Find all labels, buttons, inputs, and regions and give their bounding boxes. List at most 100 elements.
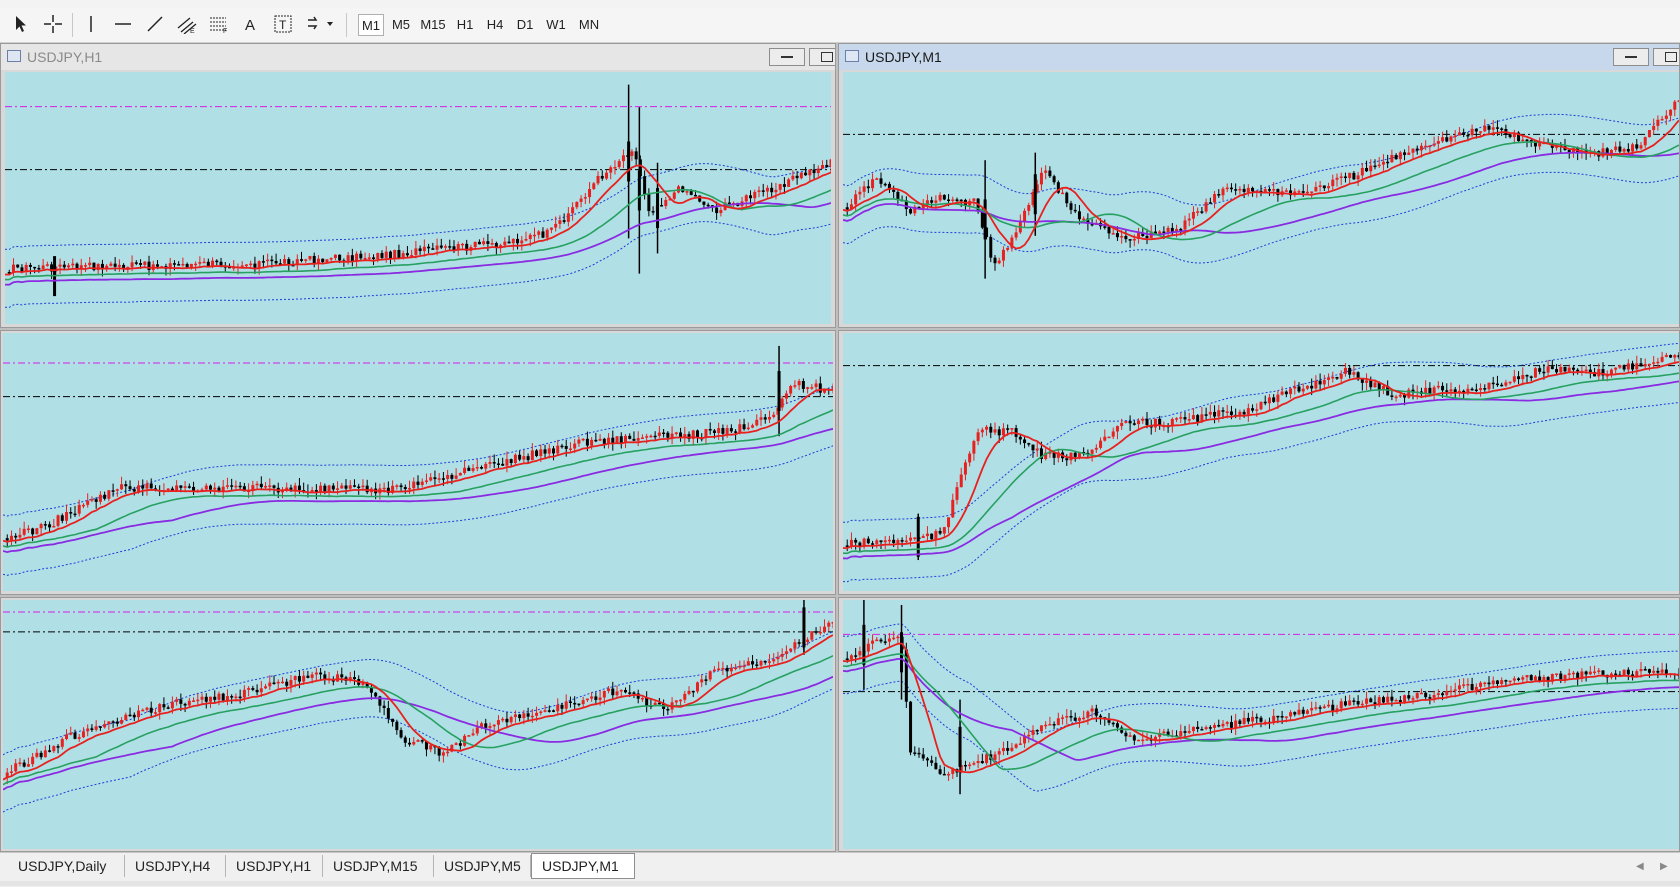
candle-body	[1187, 419, 1191, 421]
candle-body	[1082, 218, 1086, 221]
candle-body	[433, 477, 437, 480]
chart-window-titlebar[interactable]: USDJPY,H1	[1, 44, 835, 70]
candle-body	[1398, 152, 1402, 160]
candle-body	[708, 671, 712, 680]
candle-body	[632, 692, 636, 694]
candle-body	[293, 485, 297, 490]
candle-body	[1639, 669, 1643, 672]
cursor-icon[interactable]	[8, 12, 34, 36]
chart-tab-usdjpy-m1[interactable]: USDJPY,M1	[531, 853, 635, 879]
candle-body	[1128, 421, 1132, 424]
candle-body	[1255, 409, 1259, 411]
crosshair-icon[interactable]	[40, 12, 66, 36]
chart-plot-area[interactable]	[843, 600, 1679, 849]
arrows-icon[interactable]	[304, 12, 338, 36]
candle-body	[858, 191, 862, 195]
candle-body	[103, 494, 107, 499]
candle-body	[1056, 718, 1060, 726]
chart-tab-usdjpy-m5[interactable]: USDJPY,M5	[434, 855, 531, 877]
chart-tab-usdjpy-daily[interactable]: USDJPY,Daily	[8, 855, 125, 877]
candle-body	[1301, 388, 1305, 392]
timeframe-button-mn[interactable]: MN	[578, 17, 600, 32]
candle-body	[1381, 161, 1385, 165]
candle-body	[904, 200, 908, 210]
candle-body	[1449, 690, 1453, 693]
candle-body	[1027, 443, 1031, 445]
timeframe-button-h4[interactable]: H4	[486, 17, 504, 32]
candle-body	[1069, 452, 1073, 461]
candle-body	[285, 681, 289, 686]
candle-body	[1517, 132, 1521, 142]
tab-scroll-right-icon[interactable]: ▶	[1660, 861, 1668, 872]
candle-body	[217, 487, 221, 492]
chart-plot-area[interactable]	[3, 333, 833, 591]
candle-body	[1263, 721, 1267, 724]
candle-body	[477, 241, 481, 245]
chart-window-6[interactable]	[838, 597, 1680, 852]
text-icon[interactable]: A	[238, 12, 264, 36]
candle-body	[293, 676, 297, 680]
candle-body	[968, 764, 972, 767]
candle-body	[1196, 415, 1200, 422]
chart-window-2[interactable]: USDJPY,M1	[838, 43, 1680, 328]
candle-body	[1052, 176, 1056, 183]
chart-window-titlebar[interactable]: USDJPY,M1	[839, 44, 1679, 70]
chart-plot-area[interactable]	[843, 333, 1679, 591]
candle-body	[1563, 674, 1567, 680]
candle-body	[492, 724, 496, 727]
text-label-icon[interactable]: T	[270, 12, 296, 36]
timeframe-button-w1[interactable]: W1	[546, 17, 566, 32]
candle-body	[333, 254, 337, 259]
chart-plot-area[interactable]	[5, 72, 831, 324]
timeframe-button-d1[interactable]: D1	[516, 17, 534, 32]
chart-tab-usdjpy-h4[interactable]: USDJPY,H4	[125, 855, 226, 877]
timeframe-button-m15[interactable]: M15	[420, 17, 446, 32]
candle-body	[1115, 426, 1119, 432]
candle-body	[22, 762, 26, 767]
chart-plot-area[interactable]	[843, 72, 1679, 324]
candle-body	[234, 696, 238, 699]
candle-body	[653, 702, 657, 706]
chart-plot-area[interactable]	[3, 600, 833, 849]
chart-window-3[interactable]	[0, 330, 836, 595]
candle-body	[367, 257, 371, 259]
timeframe-button-m5[interactable]: M5	[391, 17, 411, 32]
candle-body	[717, 668, 721, 671]
candle-body	[980, 429, 984, 433]
candle-body	[325, 259, 329, 263]
candle-body	[1656, 119, 1660, 126]
candle-body	[175, 485, 179, 491]
candle-body	[1077, 717, 1081, 721]
candle-body	[264, 486, 268, 488]
candle-body	[1660, 356, 1664, 362]
candle-body	[473, 241, 477, 248]
candle-body	[94, 726, 98, 730]
chart-window-4[interactable]	[838, 330, 1680, 595]
chart-window-5[interactable]	[0, 597, 836, 852]
candle-body	[92, 262, 96, 271]
candle-body	[727, 202, 731, 204]
minimize-button[interactable]	[1613, 48, 1649, 66]
candle-body	[124, 484, 128, 487]
vertical-line-icon[interactable]	[78, 12, 104, 36]
tab-scroll-left-icon[interactable]: ◀	[1636, 861, 1644, 872]
chart-window-1[interactable]: USDJPY,H1	[0, 43, 836, 328]
candle-body	[302, 675, 306, 682]
maximize-button[interactable]	[809, 48, 835, 66]
candle-body	[1246, 717, 1250, 722]
horizontal-line-icon[interactable]	[110, 12, 136, 36]
candle-body	[615, 436, 619, 444]
fibonacci-icon[interactable]: F	[206, 12, 232, 36]
timeframe-button-m1[interactable]: M1	[358, 14, 384, 36]
trendline-icon[interactable]	[142, 12, 168, 36]
candle-body	[441, 478, 445, 480]
equidistant-channel-icon[interactable]: E	[174, 12, 200, 36]
minimize-button[interactable]	[769, 48, 805, 66]
candle-body	[145, 483, 149, 489]
candle-body	[1335, 708, 1339, 711]
timeframe-button-h1[interactable]: H1	[456, 17, 474, 32]
chart-tab-usdjpy-h1[interactable]: USDJPY,H1	[226, 855, 323, 877]
maximize-button[interactable]	[1653, 48, 1679, 66]
candle-body	[372, 257, 376, 259]
chart-tab-usdjpy-m15[interactable]: USDJPY,M15	[323, 855, 434, 877]
